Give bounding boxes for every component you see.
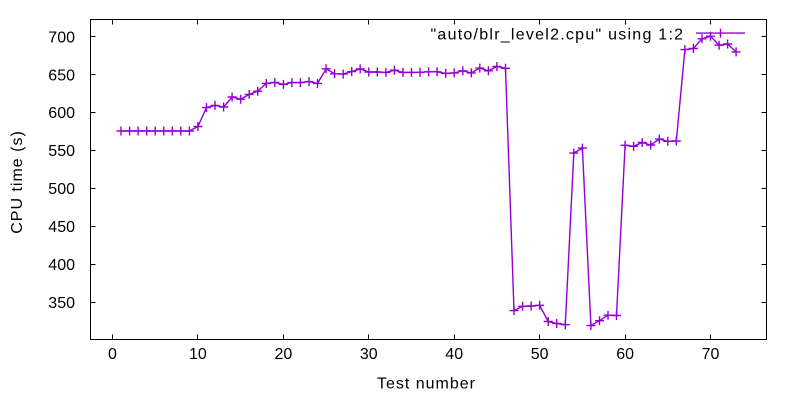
svg-text:700: 700 bbox=[48, 29, 75, 46]
svg-text:0: 0 bbox=[108, 346, 117, 363]
svg-text:600: 600 bbox=[48, 105, 75, 122]
svg-text:Test number: Test number bbox=[377, 376, 476, 393]
svg-text:650: 650 bbox=[48, 67, 75, 84]
svg-text:50: 50 bbox=[531, 346, 549, 363]
svg-text:400: 400 bbox=[48, 257, 75, 274]
svg-text:70: 70 bbox=[702, 346, 720, 363]
svg-text:20: 20 bbox=[275, 346, 293, 363]
svg-text:350: 350 bbox=[48, 295, 75, 312]
svg-text:30: 30 bbox=[360, 346, 378, 363]
svg-text:CPU time (s): CPU time (s) bbox=[9, 130, 26, 234]
svg-text:500: 500 bbox=[48, 181, 75, 198]
svg-text:"auto/blr_level2.cpu" using 1:: "auto/blr_level2.cpu" using 1:2 bbox=[430, 27, 684, 44]
svg-text:550: 550 bbox=[48, 143, 75, 160]
svg-text:450: 450 bbox=[48, 219, 75, 236]
svg-text:10: 10 bbox=[189, 346, 207, 363]
svg-text:60: 60 bbox=[616, 346, 634, 363]
svg-text:40: 40 bbox=[445, 346, 463, 363]
